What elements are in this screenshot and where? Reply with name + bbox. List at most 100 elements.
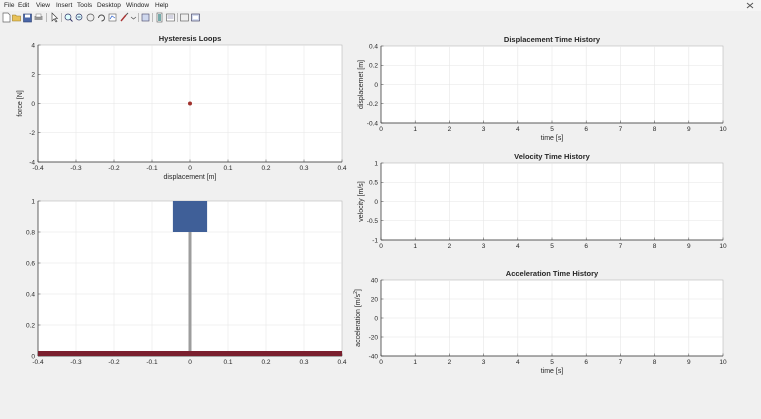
hide-plot-tools-icon[interactable] [180,12,189,23]
x-tick-label: 3 [482,359,486,366]
menu-tools[interactable]: Tools [77,2,93,9]
menu-file[interactable]: File [4,2,15,9]
save-icon[interactable] [23,12,32,23]
x-tick-label: 2 [448,126,452,133]
toolbar-separator [138,13,139,22]
data-cursor-icon[interactable] [108,12,117,23]
new-file-icon[interactable] [2,12,11,23]
menu-window[interactable]: Window [126,2,150,9]
figure-canvas: -0.4 -0.3 -0.2 -0.1 0 0.1 0.2 0.3 0.4-4-2024Hyst… [17,34,727,375]
y-tick-label: 1 [374,160,378,167]
y-tick-label: -0.5 [367,218,379,225]
x-tick-label: 9 [687,359,691,366]
x-tick-label: -0.4 [32,165,44,172]
x-tick-label: 0.4 [337,165,346,172]
toolbar-separator [46,13,47,22]
y-tick-label: -4 [29,159,35,166]
menu-view[interactable]: View [36,2,50,9]
x-tick-label: 6 [584,359,588,366]
legend-icon[interactable] [166,12,175,23]
ground-base [38,351,342,356]
acceleration-axes: 0 1 2 3 4 5 6 7 8 9 10 -40 -20 0 20 40 Acceleration Time… [353,269,727,375]
x-tick-label: 4 [516,126,520,133]
x-tick-label: 0 [379,359,383,366]
colorbar-icon[interactable] [155,12,164,23]
y-tick-label: 0.8 [26,229,35,236]
animation-axes: -0.4 -0.3 -0.2 -0.1 0 0.1 0.2 0.3 0.4 0 0.2 0.4 0.6 0… [26,198,347,366]
x-tick-label: 8 [653,126,657,133]
x-tick-label: 0.3 [299,165,308,172]
displacement-axes-xlabel: time [s] [541,135,564,142]
displacement-axes: 0 1 2 3 4 5 6 7 8 9 10 -0.4 -0.2 0 0.2 0.4 Displacement … [358,35,727,142]
undock-icon[interactable] [743,0,757,11]
figure-toolbar [0,11,761,26]
y-tick-label: 4 [31,42,35,49]
y-tick-label: 0.4 [369,43,378,50]
y-tick-label: 0.5 [369,180,378,187]
menu-edit[interactable]: Edit [18,2,30,9]
x-tick-label: 7 [619,359,623,366]
x-tick-label: 4 [516,359,520,366]
x-tick-label: 5 [550,359,554,366]
show-plot-tools-icon[interactable] [191,12,200,23]
y-tick-label: 0 [374,199,378,206]
x-tick-label: 2 [448,243,452,250]
brush-icon[interactable] [120,12,129,23]
hysteresis-point [188,101,192,106]
x-tick-label: 1 [413,359,417,366]
pan-icon[interactable] [86,12,95,23]
x-tick-label: -0.2 [108,359,120,366]
zoom-out-icon[interactable] [75,12,84,23]
toolbar-separator [152,13,153,22]
y-tick-label: -40 [369,353,379,360]
link-icon[interactable] [141,12,150,23]
pointer-icon[interactable] [50,12,59,23]
print-icon[interactable] [34,12,43,23]
x-tick-label: 10 [719,243,727,250]
y-tick-label: 0.6 [26,260,35,267]
x-tick-label: 1 [413,126,417,133]
rotate-icon[interactable] [97,12,106,23]
menu-desktop[interactable]: Desktop [97,2,121,9]
open-folder-icon[interactable] [12,12,21,23]
x-tick-label: 0.1 [223,165,232,172]
velocity-axes-ylabel: velocity [m/s] [358,181,365,222]
acceleration-axes-xlabel: time [s] [541,368,564,375]
x-tick-label: 0 [188,359,192,366]
x-tick-label: 0 [188,165,192,172]
x-tick-label: -0.3 [70,359,82,366]
menu-bar: File Edit View Insert Tools Desktop Wind… [0,0,761,11]
y-tick-label: 0 [374,315,378,322]
y-tick-label: 1 [31,198,35,205]
x-tick-label: -0.1 [146,359,158,366]
menu-help[interactable]: Help [155,2,169,9]
x-tick-label: 4 [516,243,520,250]
x-tick-label: 6 [584,126,588,133]
x-tick-label: 10 [719,126,727,133]
x-tick-label: 3 [482,243,486,250]
chevron-down-icon[interactable] [129,12,138,23]
x-tick-label: 0.1 [223,359,232,366]
y-tick-label: 0.4 [26,291,35,298]
column-rod [188,232,192,351]
y-tick-label: -0.2 [367,101,379,108]
toolbar-separator [177,13,178,22]
x-tick-label: 10 [719,359,727,366]
x-tick-label: 7 [619,243,623,250]
y-tick-label: 0.2 [369,63,378,70]
displacement-axes-title: Displacement Time History [504,35,601,44]
x-tick-label: 1 [413,243,417,250]
x-tick-label: 2 [448,359,452,366]
x-tick-label: -0.4 [32,359,44,366]
zoom-in-icon[interactable] [64,12,73,23]
x-tick-label: 5 [550,243,554,250]
x-tick-label: -0.2 [108,165,120,172]
y-tick-label: 2 [31,72,35,79]
x-tick-label: 9 [687,126,691,133]
y-tick-label: 0 [31,353,35,360]
menu-insert[interactable]: Insert [56,2,73,9]
ylabel-end: ] [355,289,362,291]
x-tick-label: 8 [653,359,657,366]
x-tick-label: 9 [687,243,691,250]
y-tick-label: 40 [371,277,379,284]
